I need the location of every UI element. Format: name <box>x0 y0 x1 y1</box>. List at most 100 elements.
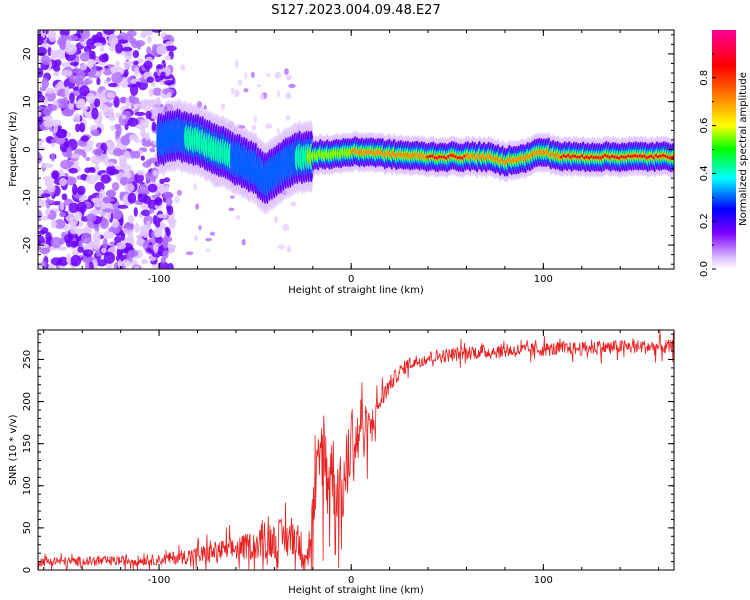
noise-blob <box>38 35 44 45</box>
noise-blob <box>78 37 85 42</box>
noise-blob <box>107 226 119 233</box>
noise-blob <box>40 30 46 39</box>
noise-blob <box>121 259 131 267</box>
noise-blob <box>111 220 119 228</box>
y-tick-label: 20 <box>22 48 33 61</box>
noise-blob <box>97 111 103 123</box>
noise-blob <box>57 246 68 251</box>
noise-blob <box>50 138 58 144</box>
noise-blob <box>127 192 137 204</box>
noise-blob <box>50 153 56 162</box>
noise-blob <box>154 97 161 104</box>
noise-blob <box>194 234 198 242</box>
noise-blob <box>103 230 115 239</box>
noise-blob <box>143 116 149 129</box>
noise-blob <box>115 241 127 250</box>
noise-blob <box>59 142 69 153</box>
noise-blob <box>41 55 51 66</box>
noise-blob <box>84 167 91 174</box>
noise-blob <box>79 122 86 133</box>
noise-blob <box>51 170 60 180</box>
noise-blob <box>193 182 197 191</box>
noise-blob <box>59 177 67 187</box>
colorbar-tick-label: 0.2 <box>699 213 710 229</box>
noise-blob <box>68 202 79 214</box>
noise-blob <box>60 159 72 170</box>
noise-blob <box>241 238 246 246</box>
noise-blob <box>203 104 207 111</box>
noise-blob <box>38 151 41 163</box>
noise-blob <box>54 59 62 67</box>
noise-blob <box>235 215 241 220</box>
colorbar-label: Normalized spectral amplitude <box>738 72 749 226</box>
y-tick-label: 200 <box>22 392 33 411</box>
noise-blob <box>47 184 56 193</box>
noise-blob <box>243 88 249 93</box>
noise-blob <box>72 183 78 196</box>
noise-blob <box>59 201 65 211</box>
noise-blob <box>115 253 125 263</box>
noise-blob <box>259 93 265 100</box>
noise-blob <box>174 195 180 204</box>
noise-blob <box>156 44 167 56</box>
noise-blob <box>117 39 129 44</box>
x-tick-label: 0 <box>348 575 354 586</box>
noise-blob <box>142 229 149 238</box>
noise-blob <box>40 43 52 48</box>
noise-blob <box>98 95 105 101</box>
noise-blob <box>266 73 271 78</box>
noise-blob <box>66 131 72 138</box>
noise-blob <box>135 124 146 130</box>
noise-blob <box>274 74 280 79</box>
noise-blob <box>132 49 140 59</box>
noise-blob <box>165 55 171 61</box>
noise-blob <box>134 222 140 234</box>
noise-blob <box>180 64 186 71</box>
noise-blob <box>74 211 83 220</box>
noise-blob <box>107 82 118 88</box>
noise-blob <box>143 214 153 226</box>
noise-blob <box>71 249 80 256</box>
noise-blob <box>111 182 120 191</box>
noise-blob <box>113 96 120 108</box>
noise-blob <box>115 60 120 67</box>
noise-blob <box>79 85 90 97</box>
noise-blob <box>77 246 84 253</box>
noise-blob <box>102 208 114 213</box>
noise-blob <box>41 163 54 169</box>
noise-blob <box>117 204 129 209</box>
noise-blob <box>92 231 101 243</box>
noise-blob <box>164 226 170 233</box>
noise-blob <box>163 79 175 86</box>
noise-blob <box>145 110 152 120</box>
noise-blob <box>129 150 136 159</box>
noise-blob <box>148 208 155 214</box>
spectrogram-blobs <box>38 30 297 269</box>
noise-blob <box>47 46 52 57</box>
noise-blob <box>43 119 54 128</box>
noise-blob <box>80 52 90 62</box>
noise-blob <box>126 83 137 88</box>
colorbar-tick-label: 0.8 <box>699 70 710 86</box>
noise-blob <box>112 147 123 157</box>
noise-blob <box>93 42 103 47</box>
noise-blob <box>106 77 111 82</box>
noise-blob <box>92 148 104 155</box>
noise-blob <box>195 203 200 210</box>
noise-blob <box>265 123 273 129</box>
noise-blob <box>157 213 168 219</box>
y-tick-label: 150 <box>22 434 33 453</box>
noise-blob <box>38 94 45 103</box>
noise-blob <box>121 114 127 120</box>
noise-blob <box>89 167 96 173</box>
noise-blob <box>59 168 64 178</box>
noise-blob <box>92 64 97 76</box>
noise-blob <box>53 71 60 77</box>
noise-blob <box>110 66 119 74</box>
noise-blob <box>158 261 169 269</box>
spectrogram-ylabel: Frequency (Hz) <box>8 111 19 187</box>
noise-blob <box>59 30 70 37</box>
noise-blob <box>149 147 156 153</box>
noise-blob <box>40 215 50 221</box>
noise-blob <box>48 263 55 269</box>
